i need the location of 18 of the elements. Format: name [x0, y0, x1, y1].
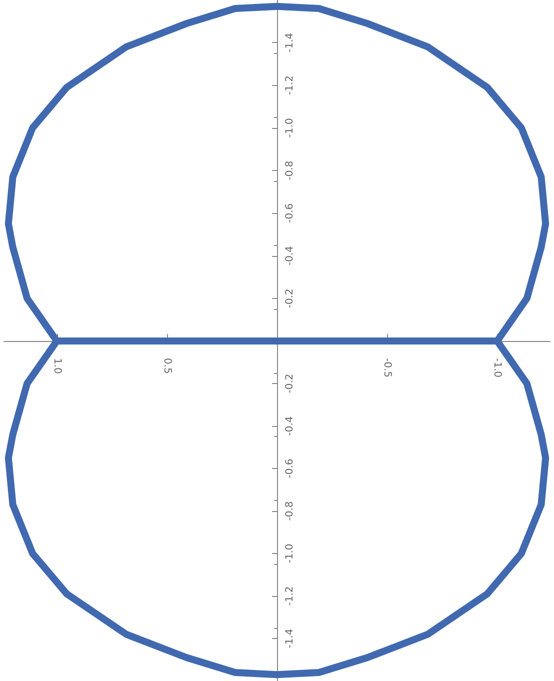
y-tick-label: -0.4	[284, 246, 296, 266]
y-tick-label: -1.0	[284, 544, 296, 564]
y-tick-label: -0.2	[284, 374, 296, 394]
y-tick-label: -1.0	[284, 118, 296, 138]
x-tick-label: 1.0	[51, 358, 62, 374]
y-tick-label: -1.4	[284, 32, 296, 52]
y-tick-label: -1.2	[284, 75, 296, 96]
x-tick-label: -1.0	[492, 358, 503, 378]
y-tick-label: -1.4	[284, 628, 296, 648]
y-tick-label: -0.2	[284, 288, 296, 308]
y-tick-label: -0.8	[284, 501, 296, 521]
y-tick-label: -0.4	[284, 416, 296, 436]
x-tick-label: 0.5	[161, 358, 172, 374]
y-tick-label: -0.6	[284, 203, 296, 223]
y-tick-label: -0.8	[284, 160, 296, 180]
y-tick-label: -1.2	[284, 586, 296, 606]
x-tick-label: -0.5	[382, 358, 393, 378]
y-tick-label: -0.6	[284, 458, 296, 478]
